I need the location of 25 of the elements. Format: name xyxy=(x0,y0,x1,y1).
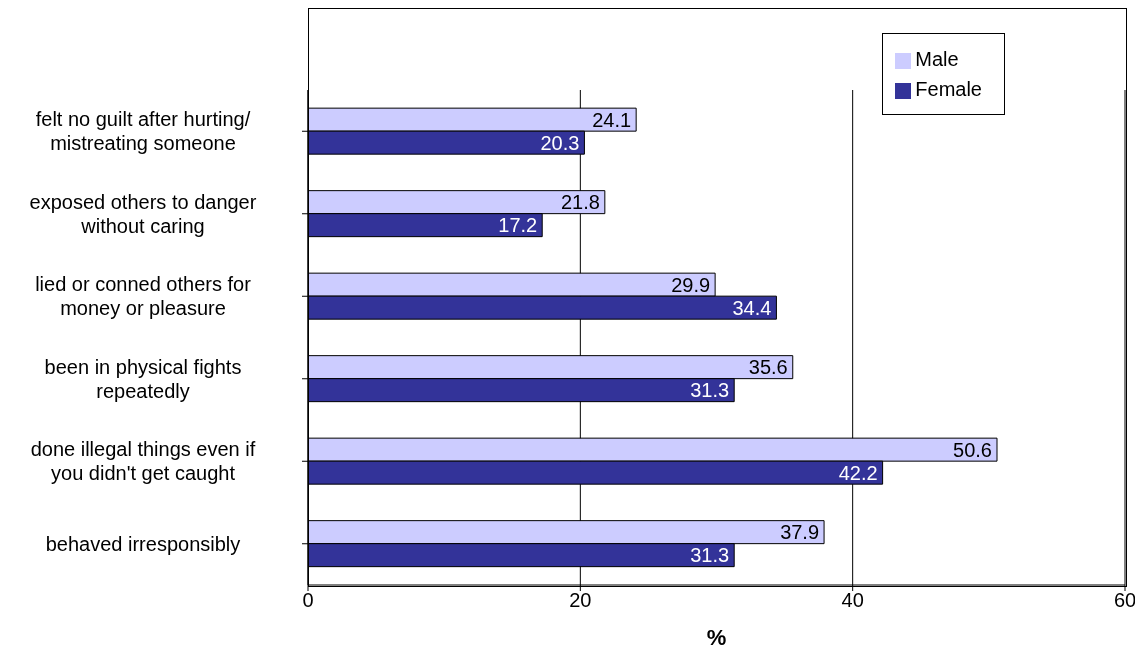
data-label: 24.1 xyxy=(592,108,632,131)
data-label: 50.6 xyxy=(953,438,992,461)
data-label: 31.3 xyxy=(690,379,730,402)
y-tick-label: lied or conned others for money or pleasure xyxy=(35,273,252,320)
x-tick-label: 0 xyxy=(302,589,314,612)
y-tick-label: been in physical fights repeatedly xyxy=(44,355,242,402)
data-label: 34.4 xyxy=(732,296,772,319)
legend-label: Male xyxy=(915,48,959,70)
x-tick-label: 60 xyxy=(1113,589,1137,612)
x-tick-label: 20 xyxy=(569,589,592,612)
x-tick-label: 40 xyxy=(841,589,864,612)
x-axis-title: % xyxy=(706,625,727,650)
legend-label: Female xyxy=(915,78,982,100)
data-label: 35.6 xyxy=(748,356,788,379)
data-label: 29.9 xyxy=(671,273,711,296)
y-tick-label: behaved irresponsibly xyxy=(45,532,241,555)
data-label: 37.9 xyxy=(780,521,820,544)
data-label: 17.2 xyxy=(498,214,538,237)
data-label: 20.3 xyxy=(540,131,580,154)
y-tick-label: exposed others to danger without caring xyxy=(29,190,257,237)
data-label: 21.8 xyxy=(560,191,600,214)
y-tick-label: done illegal things even if you didn't get caught xyxy=(30,438,256,485)
data-label: 31.3 xyxy=(690,544,730,567)
y-tick-label: felt no guilt after hurting/ mistreating someone xyxy=(35,108,251,155)
data-label: 42.2 xyxy=(838,461,878,484)
